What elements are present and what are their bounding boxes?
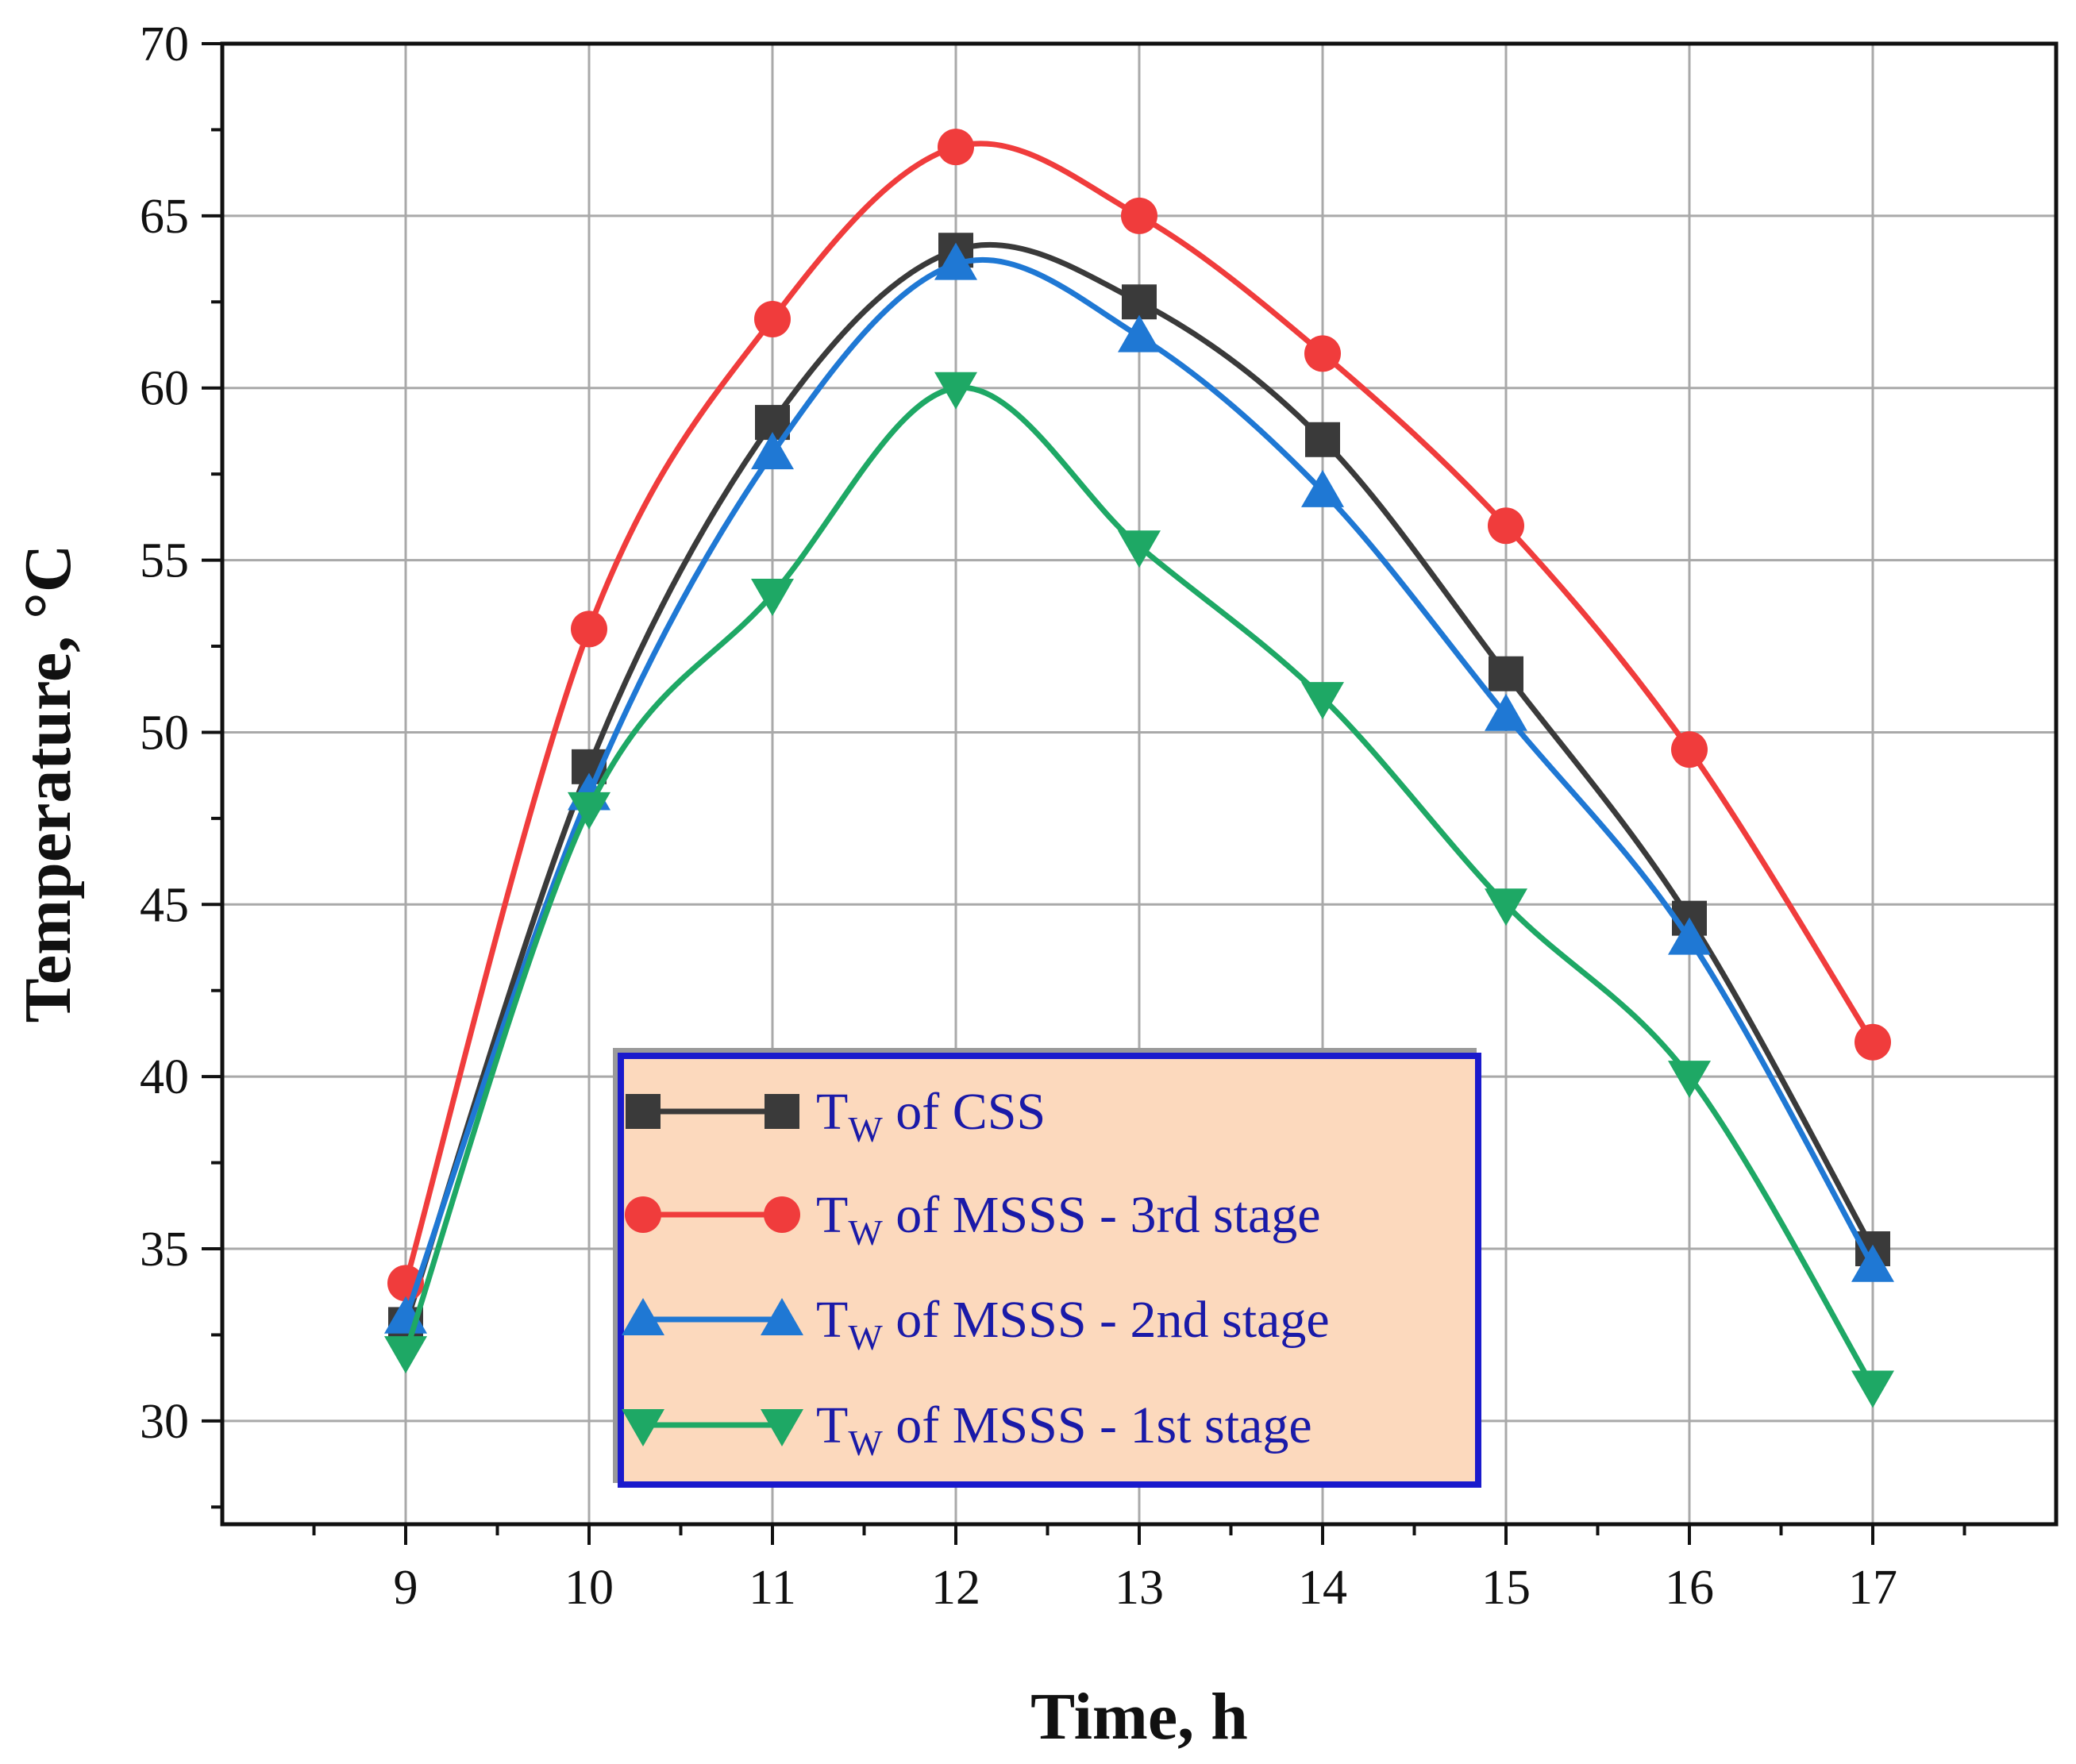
legend-marker bbox=[761, 1409, 803, 1446]
legend-marker bbox=[626, 1094, 661, 1129]
legend-entry-3: TW of MSSS - 2nd stage bbox=[622, 1291, 1330, 1358]
y-tick-label: 50 bbox=[140, 706, 189, 760]
y-tick-label: 65 bbox=[140, 190, 189, 244]
data-point-13 bbox=[1121, 197, 1157, 234]
data-point-17 bbox=[1851, 1244, 1894, 1282]
x-tick-label: 9 bbox=[394, 1561, 418, 1615]
x-tick-label: 10 bbox=[564, 1561, 614, 1615]
data-point-17 bbox=[1855, 1023, 1891, 1061]
y-tick-label: 40 bbox=[140, 1050, 189, 1104]
legend-marker bbox=[764, 1196, 800, 1233]
x-tick-label: 15 bbox=[1481, 1561, 1531, 1615]
data-point-12 bbox=[938, 129, 974, 166]
data-point-12 bbox=[934, 242, 977, 280]
x-tick-label: 12 bbox=[931, 1561, 980, 1615]
data-point-15 bbox=[1485, 888, 1527, 926]
data-point-11 bbox=[754, 300, 791, 337]
y-tick-label: 35 bbox=[140, 1223, 189, 1277]
data-point-9 bbox=[384, 1336, 427, 1374]
x-tick-label: 11 bbox=[749, 1561, 796, 1615]
legend-label: TW of CSS bbox=[816, 1083, 1046, 1150]
data-point-14 bbox=[1304, 335, 1341, 372]
y-tick-label: 70 bbox=[140, 17, 189, 71]
legend-label: TW of MSSS - 1st stage bbox=[816, 1396, 1312, 1463]
legend: TW of CSS TW of MSSS - 3rd stage TW of MSS… bbox=[613, 1048, 1481, 1488]
data-point-16 bbox=[1671, 731, 1708, 768]
data-point-14 bbox=[1301, 469, 1344, 507]
axis-ticks: 9 10 11 12 13 14 15 16 17 30 35 40 45 50 55 60 65 70 bbox=[140, 17, 1966, 1615]
data-point-10 bbox=[568, 791, 610, 830]
data-point-12 bbox=[934, 372, 977, 410]
legend-label: TW of MSSS - 3rd stage bbox=[816, 1186, 1321, 1253]
x-tick-label: 13 bbox=[1115, 1561, 1164, 1615]
data-point-15 bbox=[1488, 507, 1524, 545]
data-point-17 bbox=[1851, 1370, 1894, 1408]
data-point-10 bbox=[571, 610, 607, 648]
data-point-16 bbox=[1668, 1061, 1711, 1099]
data-point-13 bbox=[1122, 284, 1157, 320]
data-point-16 bbox=[1668, 917, 1711, 955]
data-series bbox=[384, 129, 1894, 1408]
y-tick-label: 45 bbox=[140, 878, 189, 932]
x-tick-label: 17 bbox=[1848, 1561, 1897, 1615]
series-3 bbox=[384, 242, 1894, 1334]
data-point-11 bbox=[751, 578, 794, 616]
data-point-11 bbox=[751, 432, 794, 470]
series-4 bbox=[384, 372, 1894, 1408]
y-axis-title: Temperature, °C bbox=[11, 545, 85, 1023]
data-point-15 bbox=[1489, 656, 1523, 691]
legend-label: TW of MSSS - 2nd stage bbox=[816, 1291, 1330, 1358]
legend-entry-1: TW of CSS bbox=[626, 1083, 1046, 1150]
legend-entry-2: TW of MSSS - 3rd stage bbox=[625, 1186, 1321, 1253]
x-axis-title: Time, h bbox=[1030, 1680, 1248, 1754]
data-point-14 bbox=[1301, 682, 1344, 720]
data-point-13 bbox=[1118, 314, 1161, 352]
y-tick-label: 60 bbox=[140, 362, 189, 416]
legend-marker bbox=[625, 1196, 661, 1233]
data-point-13 bbox=[1118, 530, 1161, 568]
y-tick-label: 30 bbox=[140, 1395, 189, 1449]
legend-marker bbox=[765, 1094, 799, 1129]
legend-entry-4: TW of MSSS - 1st stage bbox=[622, 1396, 1312, 1463]
x-tick-label: 14 bbox=[1298, 1561, 1347, 1615]
x-tick-label: 16 bbox=[1665, 1561, 1714, 1615]
data-point-15 bbox=[1485, 693, 1527, 731]
y-tick-label: 55 bbox=[140, 534, 189, 588]
data-point-14 bbox=[1305, 422, 1340, 457]
legend-marker bbox=[622, 1409, 664, 1446]
legend-marker bbox=[622, 1298, 664, 1335]
legend-marker bbox=[761, 1298, 803, 1335]
